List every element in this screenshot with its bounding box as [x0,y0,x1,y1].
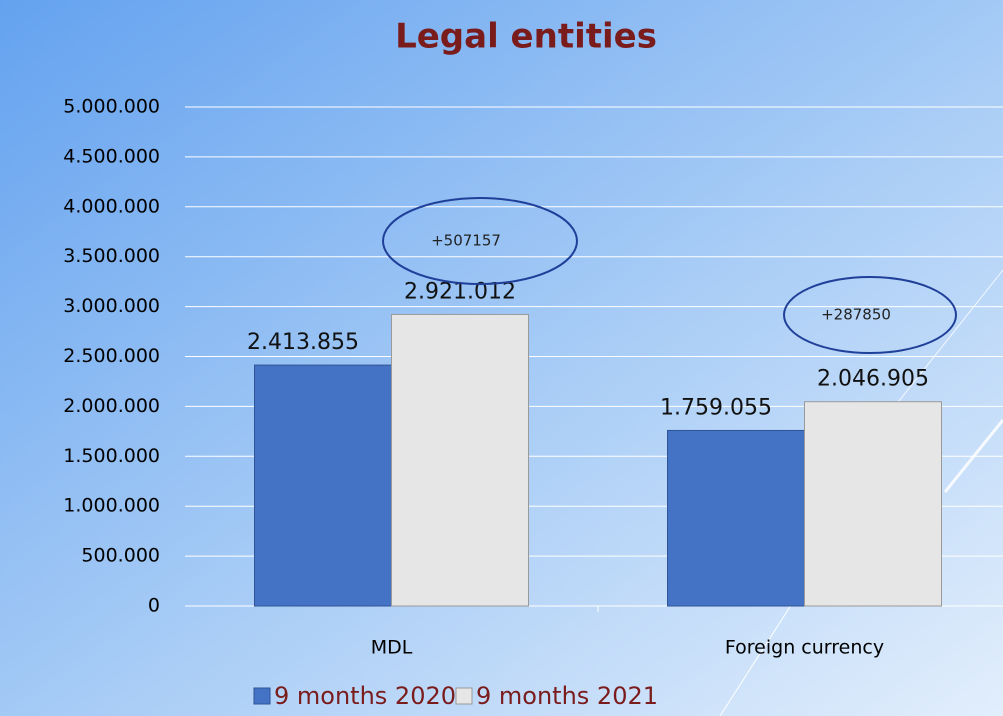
y-tick-label: 2.000.000 [63,395,160,417]
data-label: 2.413.855 [247,330,359,355]
y-tick-label: 500.000 [81,545,160,567]
legend-swatch [455,687,473,705]
y-tick-label: 1.500.000 [63,445,160,467]
x-tick-label: MDL [371,637,413,659]
y-tick-label: 0 [148,595,160,617]
legend-label: 9 months 2020 [274,682,456,710]
data-label: 1.759.055 [660,395,772,420]
data-label: 2.046.905 [817,367,929,392]
annotation: +287850 [821,306,891,324]
bar [391,313,529,607]
annotation: +507157 [431,232,501,250]
legend-label: 9 months 2021 [476,682,658,710]
y-tick-label: 5.000.000 [63,96,160,118]
annotation-ellipse [783,276,957,354]
y-tick-label: 3.000.000 [63,295,160,317]
y-tick-label: 4.000.000 [63,195,160,217]
y-tick-label: 1.000.000 [63,495,160,517]
y-tick-label: 4.500.000 [63,145,160,167]
bar [254,364,392,607]
bar [804,401,942,607]
y-tick-label: 3.500.000 [63,245,160,267]
x-tick-label: Foreign currency [725,637,884,659]
legend-swatch [253,687,271,705]
y-tick-label: 2.500.000 [63,345,160,367]
chart-title: Legal entities [395,17,657,57]
bar [667,429,805,607]
annotation-ellipse [382,197,578,285]
